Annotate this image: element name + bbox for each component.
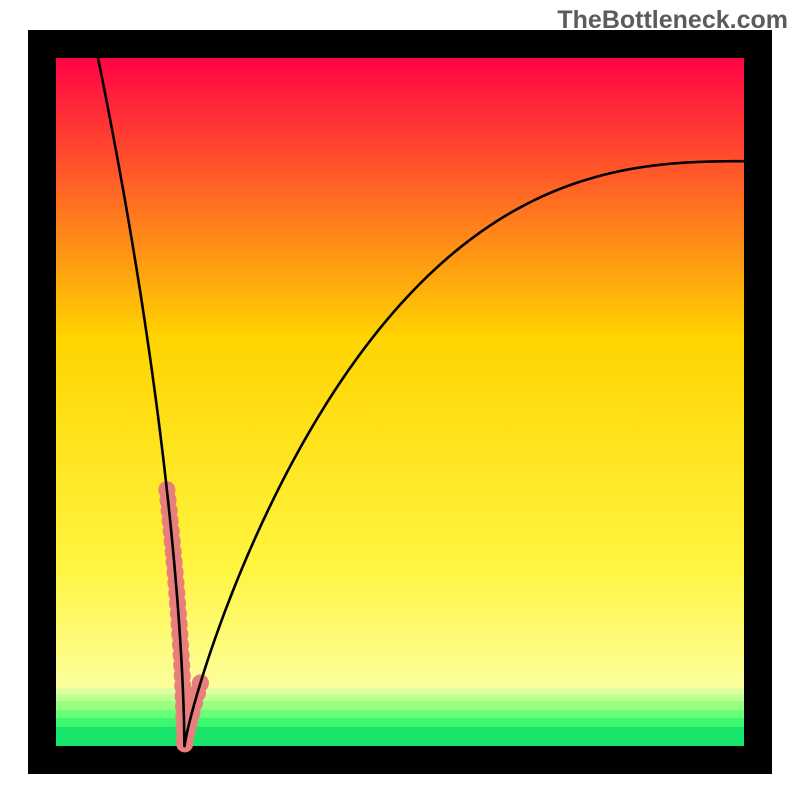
curve-overlay <box>0 0 800 800</box>
watermark-text: TheBottleneck.com <box>557 6 788 35</box>
curve-right-arm <box>184 161 744 746</box>
curve-left-arm <box>98 58 184 746</box>
chart-root: { "canvas": { "width": 800, "height": 80… <box>0 0 800 800</box>
